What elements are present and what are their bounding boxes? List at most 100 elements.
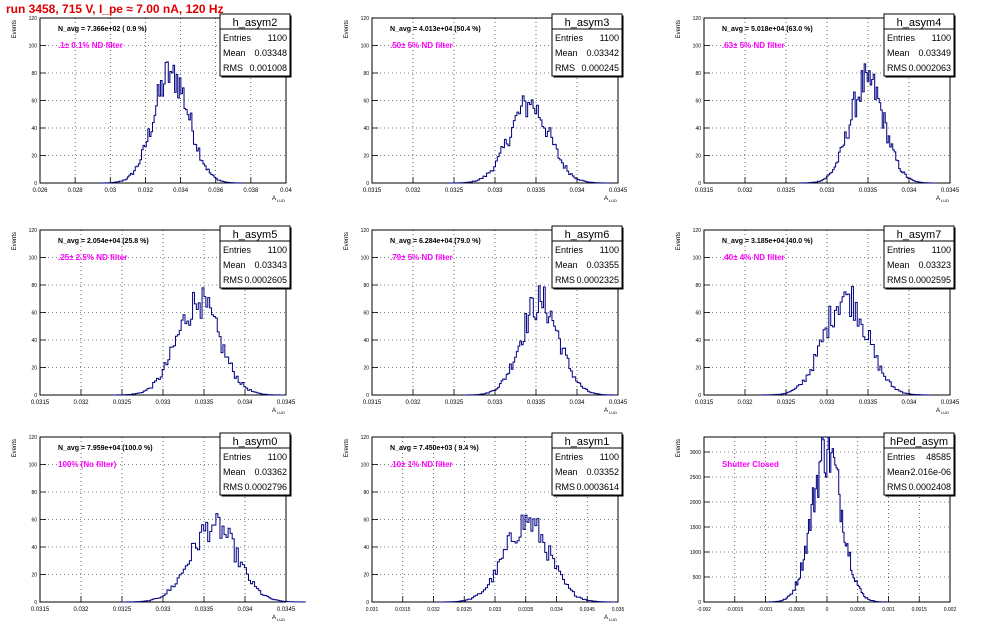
n-avg-text: N_avg = 5.018e+04 (63.0 %) [722, 26, 813, 33]
stats-label: RMS [555, 63, 575, 73]
x-tick-label: 0.034 [569, 400, 585, 406]
histogram-series [112, 287, 285, 396]
stats-title: h_asym0 [233, 436, 278, 448]
y-axis-label: Events [12, 232, 18, 250]
x-tick-label: 0.0315 [363, 400, 382, 406]
x-tick-label: 0.034 [237, 607, 253, 613]
x-axis-label: A [936, 408, 940, 414]
histogram-panel-h_asym7: 0.0315 0.032 0.0325 0.033 0.0335 0.034 0.0345 0… [676, 225, 960, 415]
x-tick-label: 0.0315 [31, 400, 50, 406]
stats-value: 0.0002063 [908, 63, 951, 73]
stats-value: 0.0002408 [908, 482, 951, 492]
stats-value: 0.03342 [586, 48, 619, 58]
y-tick-label: 500 [693, 575, 702, 581]
x-tick-label: 0.0015 [912, 607, 928, 613]
x-tick-label: 0.033 [819, 400, 835, 406]
x-tick-label: 0.032 [138, 188, 154, 194]
x-tick-label: 0.0345 [277, 607, 296, 613]
y-tick-label: 0 [34, 393, 37, 399]
y-tick-label: 0 [34, 600, 37, 606]
x-tick-label: 0.032 [405, 400, 421, 406]
stats-value: 1100 [268, 33, 287, 43]
x-tick-label: 0.0315 [695, 188, 714, 194]
stats-label: RMS [887, 482, 907, 492]
x-tick-label: -0.001 [758, 607, 772, 613]
stats-label: Entries [223, 245, 252, 255]
y-tick-label: 20 [695, 154, 701, 160]
x-tick-label: 0.032 [73, 607, 89, 613]
y-axis-label: Events [676, 20, 682, 38]
x-axis-sublabel: LUD [941, 410, 949, 415]
y-tick-label: 1000 [690, 550, 701, 556]
stats-title: h_asym1 [565, 436, 610, 448]
stats-label: Mean [887, 48, 910, 58]
y-tick-label: 2000 [690, 500, 701, 506]
stats-box [551, 225, 623, 289]
x-axis-label: A [604, 615, 608, 621]
x-tick-label: 0.034 [901, 188, 917, 194]
x-tick-label: 0.0335 [859, 188, 878, 194]
stats-label: Mean [223, 48, 246, 58]
x-tick-label: 0.0335 [195, 400, 214, 406]
x-tick-label: -0.0015 [726, 607, 743, 613]
page-title: run 3458, 715 V, I_pe ≈ 7.00 nA, 120 Hz [6, 2, 224, 16]
x-tick-label: 0.0335 [527, 188, 546, 194]
x-tick-label: 0.0335 [518, 607, 534, 613]
stats-value: 0.000245 [581, 63, 619, 73]
stats-label: RMS [887, 275, 907, 285]
y-tick-label: 20 [363, 573, 369, 579]
x-tick-label: 0.0325 [777, 400, 796, 406]
stats-label: RMS [223, 482, 243, 492]
y-tick-label: 40 [363, 126, 369, 132]
x-axis-sublabel: LUD [277, 617, 285, 622]
y-axis-label: Events [676, 439, 682, 457]
stats-value: 0.03352 [586, 467, 619, 477]
filter-label: .40± 4% ND filter [722, 253, 785, 262]
y-tick-label: 100 [693, 256, 702, 262]
stats-value: 0.03343 [254, 260, 287, 270]
x-axis-label: A [272, 408, 276, 414]
stats-value: 0.03355 [586, 260, 619, 270]
filter-label: Shutter Closed [722, 460, 779, 469]
y-tick-label: 120 [29, 16, 38, 22]
stats-box [219, 432, 291, 496]
stats-title: hPed_asym [890, 436, 948, 448]
stats-label: RMS [887, 63, 907, 73]
stats-value: 1100 [268, 452, 287, 462]
x-tick-label: 0 [826, 607, 829, 613]
stats-title: h_asym7 [897, 229, 942, 241]
y-tick-label: 20 [363, 154, 369, 160]
y-tick-label: 60 [31, 518, 37, 524]
y-tick-label: 40 [31, 338, 37, 344]
stats-box [219, 225, 291, 289]
stats-value: 1100 [932, 33, 951, 43]
stats-value: 0.0003614 [576, 482, 619, 492]
stats-value: 1100 [600, 245, 619, 255]
y-tick-label: 100 [361, 463, 370, 469]
filter-label: .25± 2.5% ND filter [58, 253, 127, 262]
y-axis-label: Events [12, 439, 18, 457]
filter-label: .63± 5% ND filter [722, 41, 785, 50]
y-tick-label: 100 [693, 44, 702, 50]
y-tick-label: 80 [363, 490, 369, 496]
histogram-panel-hPed_asym: -0.002 -0.0015 -0.001 -0.0005 0 0.0005 0.001 0.… [676, 432, 956, 613]
x-tick-label: 0.035 [612, 607, 625, 613]
x-tick-label: 0.0345 [941, 188, 960, 194]
y-axis-label: Events [676, 232, 682, 250]
histogram-series [799, 63, 936, 184]
histogram-panel-h_asym2: 0.026 0.028 0.03 0.032 0.034 0.036 0.038 0.04 0 2… [12, 13, 292, 203]
x-tick-label: 0.0325 [457, 607, 473, 613]
x-tick-label: 0.0315 [363, 188, 382, 194]
x-tick-label: 0.0345 [609, 400, 628, 406]
x-tick-label: 0.0345 [609, 188, 628, 194]
y-tick-label: 3000 [690, 450, 701, 456]
x-tick-label: 0.03 [104, 188, 116, 194]
y-tick-label: 80 [363, 71, 369, 77]
stats-label: Mean [555, 48, 578, 58]
x-tick-label: 0.032 [427, 607, 440, 613]
y-tick-label: 60 [31, 311, 37, 317]
y-tick-label: 20 [363, 366, 369, 372]
y-tick-label: 100 [29, 256, 38, 262]
y-tick-label: 20 [31, 366, 37, 372]
